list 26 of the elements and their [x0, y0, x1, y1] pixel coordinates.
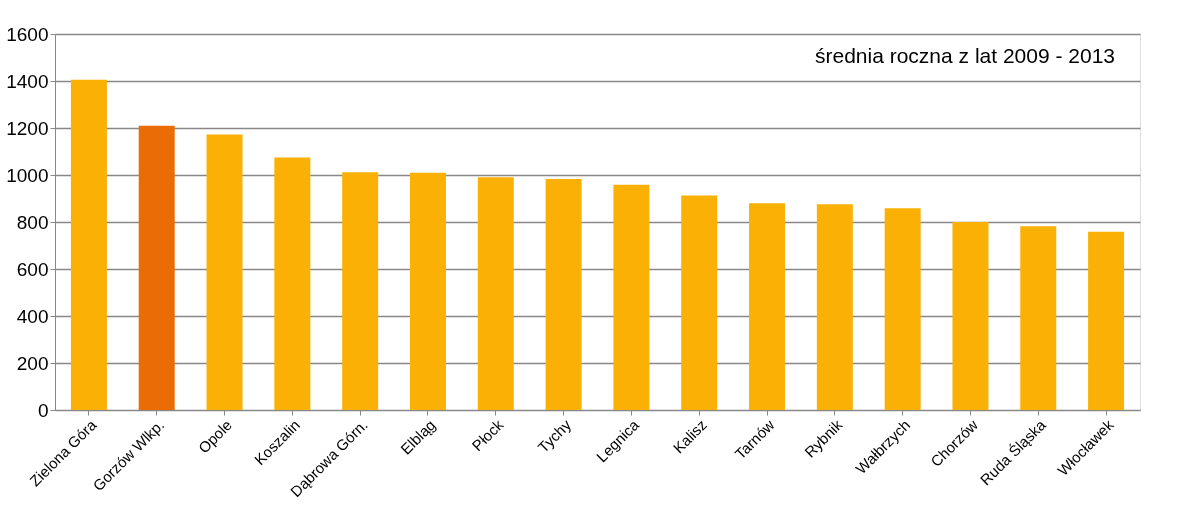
bar — [952, 222, 989, 410]
bar — [613, 184, 650, 410]
y-tick-label: 1000 — [6, 164, 49, 186]
annotation: średnia roczna z lat 2009 - 2013 — [814, 44, 1115, 67]
bar — [681, 195, 718, 410]
bar — [884, 208, 921, 410]
y-tick-label: 1600 — [6, 23, 49, 45]
y-tick-label: 400 — [16, 305, 49, 327]
bar — [206, 134, 243, 410]
bar — [545, 179, 582, 410]
y-tick-label: 1400 — [6, 70, 49, 92]
y-tick-label: 200 — [16, 352, 49, 374]
bar — [1020, 226, 1057, 410]
bar — [816, 204, 853, 410]
bar — [342, 172, 379, 410]
bar — [70, 79, 107, 410]
bar — [274, 157, 311, 410]
y-tick-label: 600 — [16, 258, 49, 280]
bar — [409, 172, 446, 410]
bar — [138, 125, 175, 410]
bar — [749, 203, 786, 410]
y-tick-label: 0 — [37, 399, 49, 421]
y-tick-label: 1200 — [6, 117, 49, 139]
bar — [1088, 231, 1125, 410]
bar — [477, 177, 514, 410]
y-tick-label: 800 — [16, 211, 49, 233]
